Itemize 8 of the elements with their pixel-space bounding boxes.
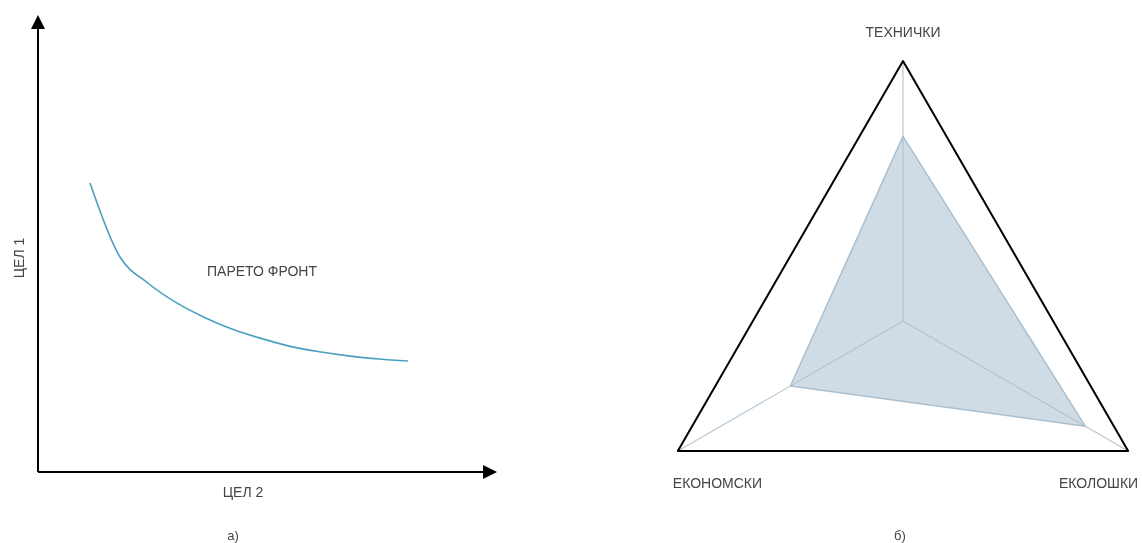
- x-axis-title: ЦЕЛ 2: [222, 484, 264, 500]
- text: а): [227, 528, 239, 543]
- spoke-label: ЕКОНОМСКИ: [672, 475, 763, 491]
- spoke-label: ТЕХНИЧКИ: [865, 24, 941, 40]
- text: б): [894, 528, 906, 543]
- annotation: ПАРЕТО ФРОНТ: [206, 263, 318, 279]
- spoke-label: ЕКОЛОШКИ: [1058, 475, 1139, 491]
- y-axis-title: ЦЕЛ 1: [11, 237, 27, 279]
